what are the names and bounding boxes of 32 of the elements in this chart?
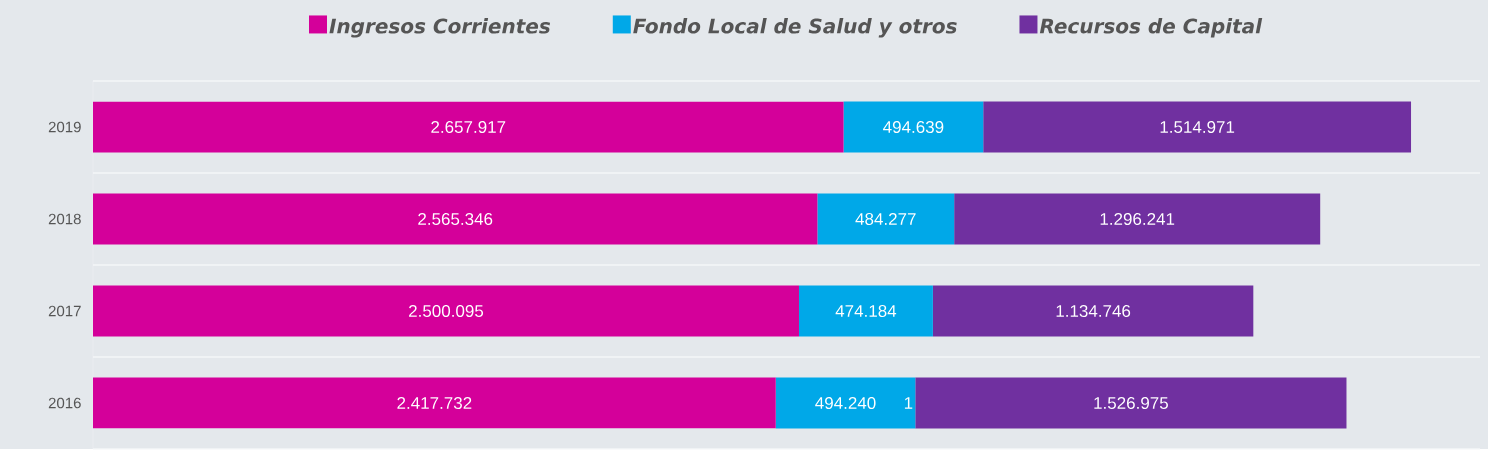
y-tick-label: 2019 bbox=[48, 121, 81, 133]
annotation: 1 bbox=[904, 397, 913, 409]
data-label: 2.500.095 bbox=[409, 305, 484, 318]
bar bbox=[915, 377, 1347, 429]
y-tick-label: 2017 bbox=[48, 305, 81, 317]
legend-label: Fondo Local de Salud y otros bbox=[633, 18, 957, 38]
y-tick-label: 2016 bbox=[48, 397, 81, 409]
data-label: 494.639 bbox=[883, 121, 944, 134]
data-label: 2.565.346 bbox=[418, 213, 493, 226]
bar bbox=[93, 285, 799, 337]
y-tick-label: 2018 bbox=[48, 213, 81, 225]
data-label: 1.296.241 bbox=[1100, 213, 1175, 226]
data-label: 1.526.975 bbox=[1094, 397, 1168, 410]
data-label: 474.184 bbox=[835, 305, 897, 318]
bar bbox=[983, 101, 1412, 153]
bar bbox=[93, 101, 844, 153]
bar bbox=[93, 193, 818, 245]
bar bbox=[843, 101, 984, 153]
data-label: 1.514.971 bbox=[1160, 121, 1235, 134]
data-label: 484.277 bbox=[855, 213, 916, 226]
bar bbox=[954, 193, 1321, 245]
data-label: 2.417.732 bbox=[397, 397, 472, 410]
bar bbox=[798, 285, 933, 337]
legend-label: Recursos de Capital bbox=[1039, 18, 1263, 38]
bar bbox=[93, 377, 776, 429]
data-label: 1.134.746 bbox=[1056, 305, 1131, 318]
data-label: 2.657.917 bbox=[431, 121, 506, 134]
legend-label: Ingresos Corrientes bbox=[329, 18, 551, 38]
data-label: 494.240 bbox=[815, 397, 876, 410]
bar bbox=[817, 193, 955, 245]
bar bbox=[932, 285, 1254, 337]
bar bbox=[775, 377, 916, 429]
